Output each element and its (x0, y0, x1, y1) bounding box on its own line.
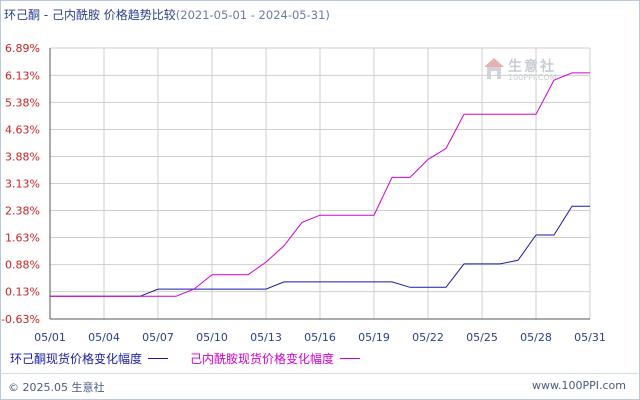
y-tick-label: 0.13% (5, 286, 40, 299)
legend: 环己酮现货价格变化幅度 己内酰胺现货价格变化幅度 (10, 350, 382, 367)
y-tick-label: 6.89% (5, 42, 40, 55)
grid-layer (49, 47, 591, 320)
x-tick-label: 05/25 (466, 331, 498, 344)
legend-swatch-series-1 (148, 358, 169, 359)
x-tick-labels: 05/01 05/04 05/07 05/10 05/13 05/16 05/19 05/22… (34, 331, 606, 344)
footer-copyright: © 2025.05 生意社 (8, 381, 105, 394)
y-tick-label: 3.88% (5, 150, 40, 163)
y-tick-label: -0.63% (1, 313, 40, 326)
watermark: 生意社 100PPI.COM (482, 56, 562, 86)
x-tick-label: 05/19 (358, 331, 390, 344)
y-tick-label: 4.63% (5, 123, 40, 136)
y-tick-label: 2.38% (5, 205, 40, 218)
x-tick-label: 05/31 (574, 331, 606, 344)
x-tick-label: 05/28 (520, 331, 552, 344)
series-line-2 (50, 72, 590, 297)
axis-layer (49, 48, 590, 320)
y-tick-label: 6.13% (5, 69, 40, 82)
legend-swatch-series-2 (340, 358, 361, 359)
footer-site-link[interactable]: www.100PPI.com (532, 379, 626, 392)
x-tick-label: 05/13 (250, 331, 282, 344)
chart-title-text: 环己酮 - 己内酰胺 价格趋势比较 (4, 8, 176, 22)
y-tick-labels: -0.63% 0.13% 0.88% 1.63% 2.38% 3.13% 3.88% 4.63… (1, 42, 40, 326)
legend-item-series-1: 环己酮现货价格变化幅度 (10, 350, 169, 367)
chart-title: 环己酮 - 己内酰胺 价格趋势比较(2021-05-01 - 2024-05-3… (4, 6, 330, 23)
x-tick-label: 05/07 (142, 331, 174, 344)
chart-svg: -0.63% 0.13% 0.88% 1.63% 2.38% 3.13% 3.88% 4.63… (1, 42, 606, 344)
footer-divider (0, 373, 638, 374)
legend-label-series-1: 环己酮现货价格变化幅度 (10, 352, 143, 366)
footer: © 2025.05 生意社 www.100PPI.com (0, 377, 638, 397)
legend-item-series-2: 己内酰胺现货价格变化幅度 (190, 350, 361, 367)
x-tick-label: 05/01 (34, 331, 66, 344)
y-tick-label: 3.13% (5, 178, 40, 191)
series-layer (50, 72, 590, 297)
legend-label-series-2: 己内酰胺现货价格变化幅度 (190, 352, 335, 366)
x-tick-label: 05/10 (196, 331, 228, 344)
watermark-brand: 生意社 (508, 59, 556, 75)
y-tick-label: 0.88% (5, 259, 40, 272)
watermark-url: 100PPI.COM (508, 73, 557, 82)
x-tick-label: 05/04 (88, 331, 120, 344)
chart-period: (2021-05-01 - 2024-05-31) (175, 8, 330, 22)
x-tick-label: 05/22 (412, 331, 444, 344)
y-tick-label: 5.38% (5, 96, 40, 109)
x-tick-label: 05/16 (304, 331, 336, 344)
series-line-1 (50, 205, 590, 297)
y-tick-label: 1.63% (5, 232, 40, 245)
